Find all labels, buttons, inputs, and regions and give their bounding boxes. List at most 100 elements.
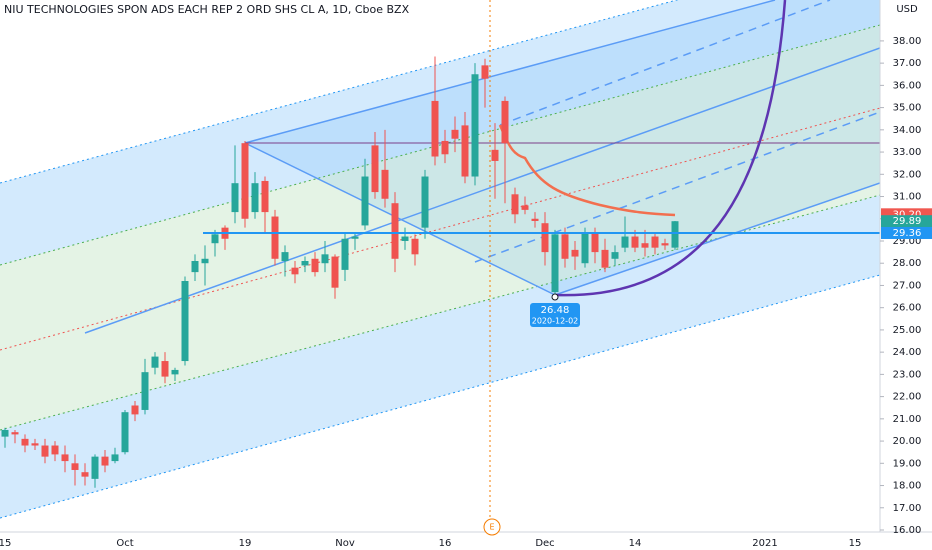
candle-body: [311, 258, 319, 273]
candle-body: [491, 149, 499, 161]
price-label: 29.36: [893, 228, 922, 239]
candle-body: [631, 236, 639, 248]
y-tick-label: 18.00: [893, 481, 922, 492]
y-tick-label: 33.00: [893, 147, 922, 158]
candle-body: [651, 236, 659, 248]
low-label-bg: [530, 303, 580, 328]
candle-body: [211, 234, 219, 244]
candle-body: [481, 65, 489, 79]
candle-body: [511, 194, 519, 215]
pitchfork-line: [554, 182, 880, 296]
candle-body: [241, 143, 249, 219]
x-tick-label: Dec: [535, 538, 554, 549]
event-marker-label: E: [489, 523, 494, 532]
x-tick-label: 19: [239, 538, 252, 549]
candle-body: [371, 145, 379, 193]
y-tick-label: 35.00: [893, 103, 922, 114]
candle-body: [301, 260, 309, 266]
pitchfork-line: [84, 47, 880, 334]
y-tick-label: 34.00: [893, 125, 922, 136]
candle-body: [381, 169, 389, 199]
channel-edge: [0, 24, 880, 266]
y-tick-label: 32.00: [893, 169, 922, 180]
y-tick-label: 36.00: [893, 80, 922, 91]
y-tick-label: 27.00: [893, 280, 922, 291]
candle-body: [401, 236, 409, 241]
candle-body: [411, 238, 419, 255]
candle-body: [131, 405, 139, 415]
low-date: 2020-12-02: [532, 317, 579, 326]
y-tick-label: 23.00: [893, 369, 922, 380]
candle-body: [571, 249, 579, 257]
pitchfork-line: [244, 142, 556, 296]
candle-body: [141, 372, 149, 410]
candle-body: [81, 472, 89, 477]
y-tick-label: 24.00: [893, 347, 922, 358]
candle-body: [251, 183, 259, 213]
price-axis-bg: [880, 0, 932, 550]
low-point: [551, 293, 559, 301]
channel-center: [0, 107, 880, 351]
candle-body: [601, 249, 609, 268]
candle-body: [331, 256, 339, 288]
candle-body: [531, 218, 539, 221]
y-tick-label: 31.00: [893, 192, 922, 203]
candle-body: [71, 463, 79, 470]
candle-body: [341, 238, 349, 270]
y-tick-label: 26.00: [893, 303, 922, 314]
x-tick-label: 14: [629, 538, 642, 549]
y-tick-label: 38.00: [893, 36, 922, 47]
candle-body: [551, 234, 559, 293]
candle-body: [361, 176, 369, 226]
candle-body: [1, 429, 9, 437]
candle-body: [541, 223, 549, 253]
candle-body: [471, 74, 479, 177]
indicator-line: [498, 124, 676, 217]
candle-body: [351, 236, 359, 239]
event-marker: [483, 518, 501, 536]
candle-body: [521, 205, 529, 210]
candle-body: [281, 252, 289, 261]
candle-body: [31, 443, 39, 446]
price-label-bg: [881, 215, 932, 228]
candle-body: [151, 356, 159, 368]
candle-body: [431, 100, 439, 157]
candle-body: [181, 281, 189, 362]
channel-edge: [0, 274, 880, 519]
candle-body: [391, 203, 399, 259]
price-label-bg: [881, 226, 932, 239]
candle-body: [41, 445, 49, 457]
candle-body: [661, 243, 669, 246]
currency-label: USD: [896, 4, 918, 15]
candle-body: [191, 260, 199, 273]
price-label: 30.20: [893, 209, 922, 220]
candle-body: [101, 456, 109, 466]
candle-body: [271, 216, 279, 259]
low-label: 26.48: [541, 305, 570, 316]
candle-body: [421, 176, 429, 228]
candle-body: [321, 254, 329, 264]
candle-body: [51, 445, 59, 455]
candle-body: [261, 180, 269, 213]
y-tick-label: 19.00: [893, 458, 922, 469]
price-label: 29.89: [893, 216, 922, 227]
arc-drawing: [554, 0, 787, 297]
y-tick-label: 25.00: [893, 325, 922, 336]
y-tick-label: 17.00: [893, 503, 922, 514]
candle-body: [121, 412, 129, 453]
x-tick-label: Nov: [335, 538, 355, 549]
candle-body: [561, 234, 569, 259]
channel-band-lower: [0, 195, 880, 518]
pitchfork-line: [499, 0, 831, 126]
channel-band-upper: [0, 0, 880, 265]
candle-body: [671, 221, 679, 248]
candle-body: [581, 232, 589, 264]
pitchfork-line: [244, 0, 776, 144]
candle-body: [61, 454, 69, 462]
candle-body: [201, 258, 209, 264]
y-tick-label: 20.00: [893, 436, 922, 447]
